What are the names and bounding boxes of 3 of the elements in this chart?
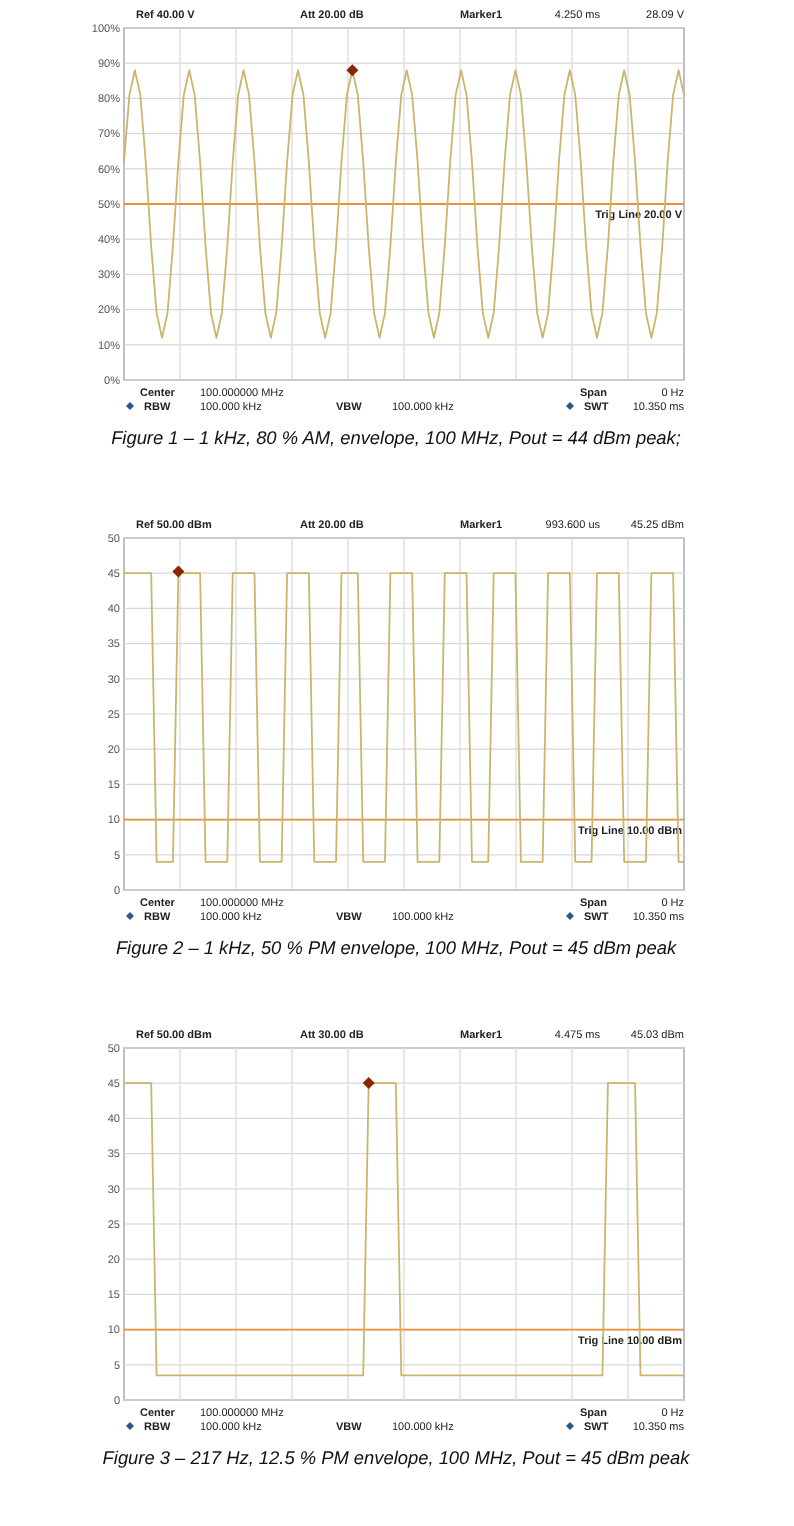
text: Figure 2 – 1 kHz, 50 % PM envelope, 100 MHz, Pout = 45 dBm peak (115, 938, 677, 958)
text: Figure 3 – 217 Hz, 12.5 % PM envelope, 100 MHz, Pout = 45 dBm peak (102, 1448, 691, 1468)
text: Figure 1 – 1 kHz, 80 % AM, envelope, 100 MHz, Pout = 44 dBm peak; (111, 428, 682, 448)
